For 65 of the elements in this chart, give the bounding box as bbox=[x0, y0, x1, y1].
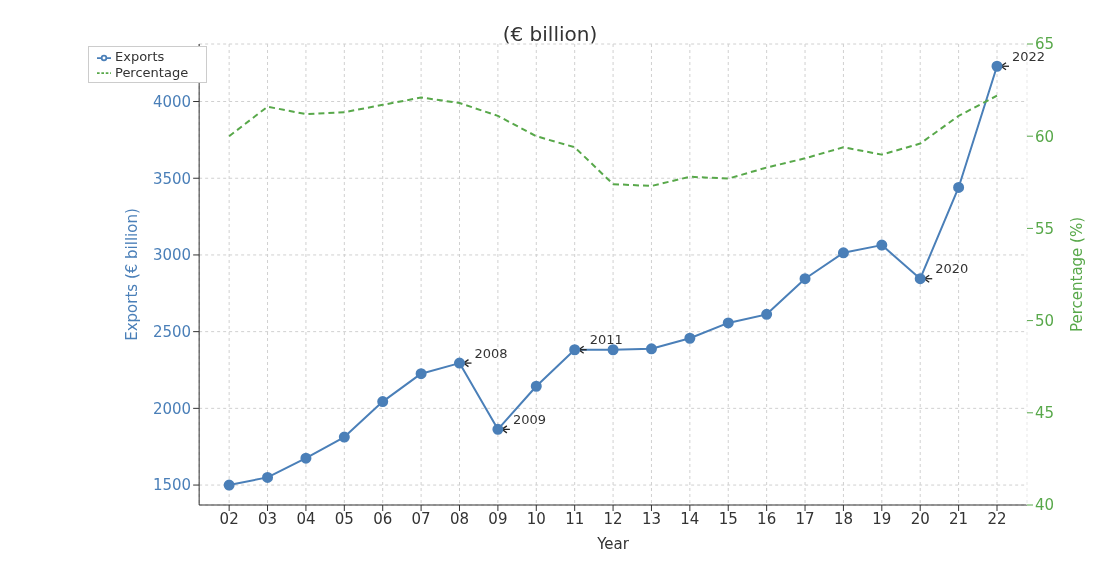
point bbox=[953, 181, 965, 193]
x-tick-label: 21 bbox=[949, 509, 969, 528]
x-tick-label: 07 bbox=[411, 509, 431, 528]
x-tick-label: 13 bbox=[641, 509, 662, 528]
legend-label: Exports bbox=[115, 49, 165, 64]
annotation: 2008 bbox=[474, 345, 508, 361]
point bbox=[876, 239, 888, 251]
y-tick-label: 2000 bbox=[152, 399, 192, 418]
point bbox=[991, 60, 1003, 72]
y-tick-label: 4000 bbox=[152, 92, 192, 111]
annotation: 2009 bbox=[512, 411, 546, 427]
x-tick-label: 22 bbox=[987, 509, 1007, 528]
point bbox=[454, 357, 465, 369]
point bbox=[837, 247, 849, 259]
y2-tick-label: 60 bbox=[1035, 127, 1055, 146]
x-tick-label: 06 bbox=[373, 509, 393, 528]
point bbox=[415, 368, 427, 380]
x-tick-label: 14 bbox=[680, 509, 700, 528]
point bbox=[223, 479, 235, 491]
y-tick-label: 1500 bbox=[152, 476, 192, 495]
point bbox=[914, 273, 926, 285]
point bbox=[530, 380, 542, 392]
point bbox=[569, 344, 581, 356]
x-tick-label: 05 bbox=[334, 509, 354, 528]
y-axis-title: Exports (€ billion) bbox=[123, 208, 142, 341]
x-tick-label: 16 bbox=[757, 509, 777, 528]
y2-tick-label: 40 bbox=[1035, 496, 1055, 515]
point bbox=[645, 343, 657, 355]
x-tick-label: 18 bbox=[833, 509, 853, 528]
x-tick-label: 10 bbox=[526, 509, 546, 528]
annotation: 2011 bbox=[589, 332, 623, 348]
y2-tick-label: 45 bbox=[1035, 404, 1055, 423]
point bbox=[722, 317, 734, 329]
point bbox=[338, 431, 350, 443]
x-tick-label: 19 bbox=[872, 509, 892, 528]
x-tick-label: 04 bbox=[296, 509, 316, 528]
x-tick-label: 12 bbox=[603, 509, 623, 528]
y2-tick-label: 55 bbox=[1035, 219, 1055, 238]
point bbox=[262, 471, 274, 483]
y-tick-label: 3000 bbox=[152, 246, 192, 265]
point bbox=[761, 308, 773, 320]
legend-label: Percentage bbox=[115, 64, 189, 80]
annotation: 2022 bbox=[1012, 48, 1046, 64]
point bbox=[799, 273, 811, 285]
x-tick-label: 20 bbox=[910, 509, 930, 528]
x-tick-label: 11 bbox=[565, 509, 585, 528]
point bbox=[684, 332, 696, 344]
x-tick-label: 02 bbox=[219, 509, 239, 528]
x-axis-title: Year bbox=[596, 535, 630, 553]
point bbox=[492, 423, 504, 435]
chart-title: (€ billion) bbox=[502, 22, 598, 46]
y2-axis-title: Percentage (%) bbox=[1068, 216, 1087, 333]
x-tick-label: 03 bbox=[257, 509, 278, 528]
y-tick-label: 2500 bbox=[152, 322, 192, 341]
x-tick-label: 08 bbox=[449, 509, 470, 528]
point bbox=[377, 396, 389, 408]
line-series bbox=[228, 94, 998, 187]
point bbox=[300, 452, 312, 464]
y2-tick-label: 50 bbox=[1035, 311, 1055, 330]
x-tick-label: 15 bbox=[718, 509, 738, 528]
x-tick-label: 09 bbox=[488, 509, 508, 528]
x-tick-label: 17 bbox=[795, 509, 815, 528]
point bbox=[607, 344, 619, 356]
annotation: 2020 bbox=[935, 261, 969, 277]
y-tick-label: 3500 bbox=[152, 169, 192, 188]
